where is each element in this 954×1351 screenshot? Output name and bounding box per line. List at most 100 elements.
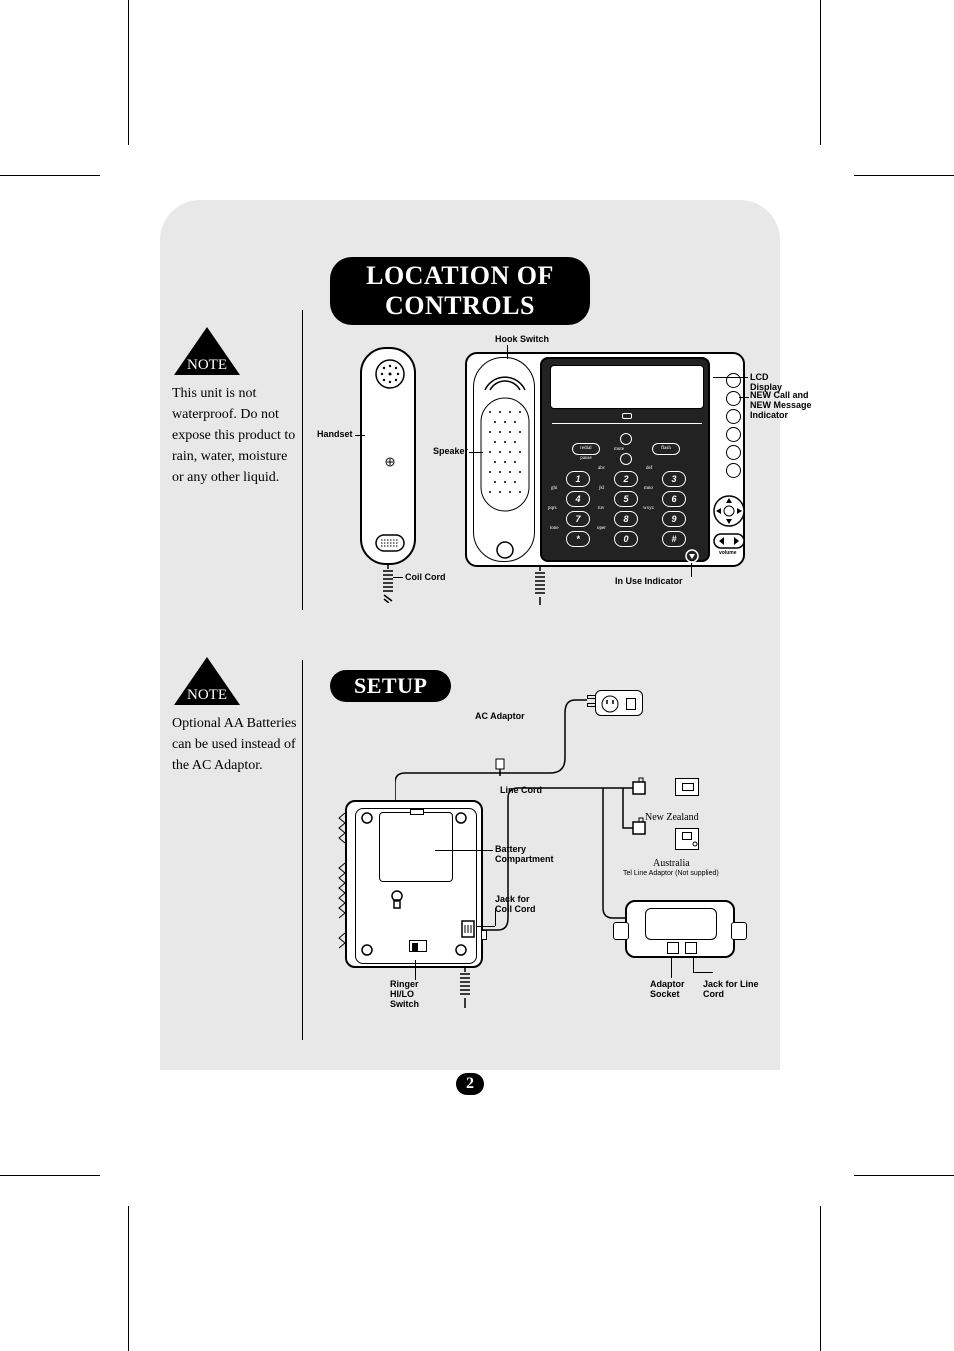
hook-switch-label: Hook Switch <box>495 335 549 345</box>
battery-label: Battery Compartment <box>495 845 565 865</box>
pqrs-label: pqrs <box>548 506 557 511</box>
note-block-2: NOTE Optional AA Batteries can be used i… <box>172 655 302 776</box>
crop-mark <box>820 0 821 145</box>
hook-switch-icon <box>480 355 530 395</box>
crop-mark <box>854 175 954 176</box>
key-5: 5 <box>614 491 638 507</box>
lcd-display <box>550 365 704 409</box>
hole-icon <box>361 812 373 824</box>
crop-mark <box>854 1175 954 1176</box>
switch-icon <box>626 698 636 710</box>
screw-icon <box>385 457 395 467</box>
note-text-2: Optional AA Batteries can be used instea… <box>172 713 302 776</box>
jkl-label: jkl <box>599 486 604 491</box>
main-title: LOCATION OF CONTROLS <box>330 257 590 325</box>
mno-label: mno <box>644 486 653 491</box>
plug-down-icon <box>493 758 507 776</box>
mic-icon <box>495 540 515 560</box>
circle-btn <box>620 433 632 445</box>
handset <box>360 347 416 565</box>
socket-icon <box>600 694 620 714</box>
nz-label: New Zealand <box>645 812 699 823</box>
aus-jack <box>675 828 699 850</box>
aus-label: Australia <box>653 858 690 869</box>
hole-icon <box>455 812 467 824</box>
keypad-area: redial pause mute flash 1 2 3 4 5 6 7 8 … <box>540 357 710 562</box>
handset-label: Handset <box>317 430 353 440</box>
keypad-divider <box>552 423 702 424</box>
def-label: def <box>646 466 652 471</box>
key-9: 9 <box>662 511 686 527</box>
keyhole-icon <box>389 890 405 910</box>
indicator-below-lcd <box>622 413 632 419</box>
earpiece-icon <box>375 359 405 389</box>
key-7: 7 <box>566 511 590 527</box>
coil-cord-icon <box>533 567 547 605</box>
jackcoil-label: Jack for Coil Cord <box>495 895 545 915</box>
side-buttons <box>722 370 744 481</box>
controls-diagram: volume <box>335 335 755 610</box>
flash-btn: flash <box>652 443 680 455</box>
key-star: * <box>566 531 590 547</box>
coil-jack-icon <box>461 920 475 938</box>
volume-label: volume <box>719 551 737 557</box>
wall-plug <box>595 690 643 716</box>
page-number: 2 <box>456 1073 484 1095</box>
key-1: 1 <box>566 471 590 487</box>
key-6: 6 <box>662 491 686 507</box>
tuv-label: tuv <box>598 506 604 511</box>
inuse-label: In Use Indicator <box>615 577 683 587</box>
crop-mark <box>0 1175 100 1176</box>
mute-label: mute <box>614 447 624 452</box>
crop-mark <box>820 1206 821 1351</box>
coil-cord-icon <box>381 565 395 603</box>
note-block-1: NOTE This unit is not waterproof. Do not… <box>172 325 302 488</box>
note-label: NOTE <box>187 687 227 703</box>
redial-btn: redial <box>572 443 600 455</box>
note-text-1: This unit is not waterproof. Do not expo… <box>172 383 302 488</box>
connector-unit <box>625 900 735 958</box>
tel-adaptor-note: Tel Line Adaptor (Not supplied) <box>623 870 719 878</box>
page-card: LOCATION OF CONTROLS SETUP NOTE This uni… <box>160 200 780 1070</box>
ghi-label: ghi <box>551 486 557 491</box>
abc-label: abc <box>598 466 605 471</box>
linecord-label: Line Cord <box>500 786 542 796</box>
divider <box>302 310 303 610</box>
key-4: 4 <box>566 491 590 507</box>
ringer-switch <box>409 940 427 952</box>
key-3: 3 <box>662 471 686 487</box>
note-label: NOTE <box>187 357 227 373</box>
coilcord-label: Coil Cord <box>405 573 446 583</box>
in-use-led-icon <box>685 549 699 563</box>
mouthpiece-icon <box>375 534 405 552</box>
crop-mark <box>128 1206 129 1351</box>
screw-icon <box>692 841 698 847</box>
key-0: 0 <box>614 531 638 547</box>
crop-mark <box>128 0 129 145</box>
hole-icon <box>361 944 373 956</box>
crop-mark <box>0 175 100 176</box>
key-8: 8 <box>614 511 638 527</box>
note-icon: NOTE <box>172 655 242 705</box>
nz-jack <box>675 778 699 796</box>
speaker-grille-icon <box>480 397 530 512</box>
key-hash: # <box>662 531 686 547</box>
side-ridges <box>335 808 347 958</box>
circle-btn-2 <box>620 453 632 465</box>
adaptor-socket-label: Adaptor Socket <box>650 980 690 1000</box>
pause-label: pause <box>572 456 600 461</box>
oper-label: oper <box>597 526 606 531</box>
note-icon: NOTE <box>172 325 242 375</box>
ac-adaptor-label: AC Adaptor <box>475 712 525 722</box>
speaker-label: Speaker <box>433 447 468 457</box>
phone-back <box>345 800 483 968</box>
divider <box>302 660 303 1040</box>
tone-label: tone <box>550 526 559 531</box>
key-2: 2 <box>614 471 638 487</box>
newcall-label: NEW Call and NEW Message Indicator <box>750 391 820 421</box>
jack-line-label: Jack for Line Cord <box>703 980 773 1000</box>
ringer-label: Ringer HI/LO Switch <box>390 980 430 1010</box>
nav-pad-icon <box>713 495 745 527</box>
wxyz-label: wxyz <box>643 506 654 511</box>
volume-rocker-icon <box>713 533 745 551</box>
